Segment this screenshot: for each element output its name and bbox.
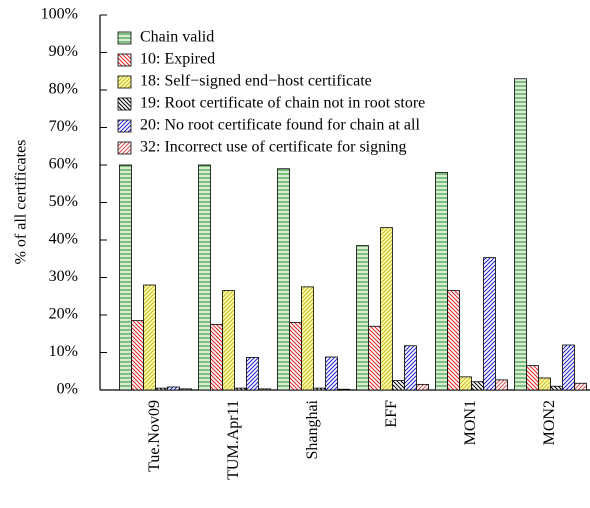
bar	[143, 284, 156, 391]
bar	[131, 320, 144, 391]
legend-label: Chain valid	[140, 29, 214, 46]
y-tick-label: 70%	[49, 118, 78, 135]
y-tick-label: 50%	[49, 193, 78, 210]
bar	[155, 387, 168, 391]
bar	[495, 379, 508, 391]
bar	[325, 356, 338, 391]
bar	[301, 286, 314, 391]
bar	[313, 387, 326, 391]
x-tick-label: MON2	[541, 400, 558, 445]
bar	[222, 290, 235, 391]
y-tick-label: 80%	[49, 81, 78, 98]
legend-label: 19: Root certificate of chain not in roo…	[140, 95, 425, 112]
bar	[289, 322, 302, 391]
y-axis-label: % of all certificates	[13, 140, 30, 265]
bar	[380, 227, 393, 391]
legend-swatch	[117, 53, 132, 67]
legend-swatch	[117, 97, 132, 111]
legend-swatch	[117, 75, 132, 89]
bar	[368, 325, 381, 391]
bar	[277, 168, 290, 391]
bar	[562, 344, 575, 391]
y-tick-label: 40%	[49, 231, 78, 248]
x-tick-label: Tue.Nov09	[146, 400, 163, 472]
bar	[435, 172, 448, 391]
bar	[356, 245, 369, 391]
bar	[392, 380, 405, 391]
bar	[246, 356, 259, 391]
bar	[167, 386, 180, 391]
bar	[483, 257, 496, 391]
bar	[210, 323, 223, 391]
bar	[234, 387, 247, 391]
x-tick-label: Shanghai	[304, 399, 321, 459]
y-tick-label: 0%	[57, 381, 78, 398]
legend-swatch	[117, 119, 132, 133]
bar	[471, 381, 484, 391]
bar	[198, 164, 211, 391]
y-tick-label: 20%	[49, 306, 78, 323]
bar	[179, 388, 192, 391]
y-tick-label: 10%	[49, 343, 78, 360]
bar	[447, 290, 460, 391]
legend-label: 10: Expired	[140, 51, 215, 68]
legend-label: 18: Self−signed end−host certificate	[140, 73, 372, 90]
y-tick-label: 60%	[49, 156, 78, 173]
bar	[538, 377, 551, 391]
legend-label: 20: No root certificate found for chain …	[140, 117, 420, 134]
legend-swatch	[117, 31, 132, 45]
bar	[119, 164, 132, 391]
bar	[258, 388, 271, 391]
bar	[514, 78, 527, 391]
bar	[574, 382, 587, 391]
bar	[416, 383, 429, 391]
x-tick-label: TUM.Apr11	[225, 400, 242, 480]
y-tick-label: 90%	[49, 43, 78, 60]
legend-swatch	[117, 141, 132, 155]
legend-label: 32: Incorrect use of certificate for sig…	[140, 139, 407, 156]
bar	[526, 365, 539, 391]
bar	[550, 385, 563, 391]
x-tick-label: MON1	[462, 400, 479, 445]
bar	[404, 345, 417, 391]
bar	[459, 376, 472, 391]
y-tick-label: 100%	[41, 6, 78, 23]
y-tick-label: 30%	[49, 268, 78, 285]
x-tick-label: EFF	[383, 400, 400, 428]
bar	[337, 388, 350, 391]
